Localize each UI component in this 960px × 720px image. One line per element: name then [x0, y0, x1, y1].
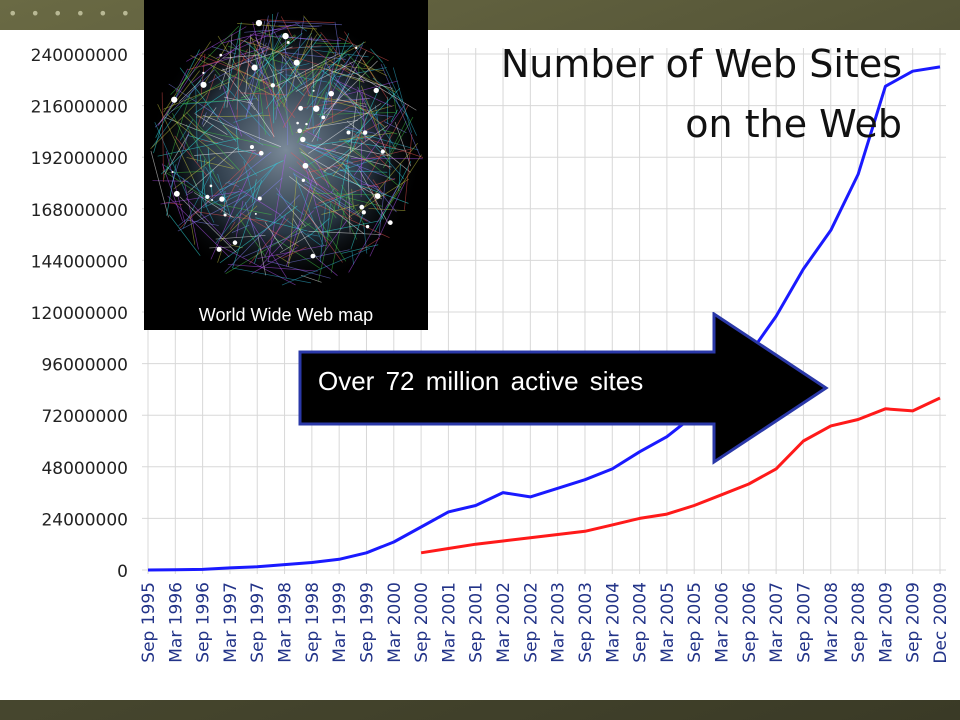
x-tick-label: Mar 1997	[221, 582, 241, 663]
x-tick-label: Sep 2004	[631, 582, 651, 663]
x-tick-label: Sep 2002	[521, 582, 541, 663]
x-tick-label: Sep 2000	[412, 582, 432, 663]
x-tick-label: Mar 2003	[549, 582, 569, 663]
y-tick-label: 192000000	[31, 149, 128, 169]
network-nodes	[171, 19, 393, 259]
chart-title-line-1: Number of Web Sites	[500, 42, 902, 86]
network-strands	[150, 12, 424, 286]
y-tick-label: 240000000	[31, 46, 128, 66]
x-tick-label: Mar 2000	[385, 582, 405, 663]
x-tick-label: Sep 1995	[139, 582, 159, 663]
x-tick-label: Mar 2006	[713, 582, 733, 663]
x-tick-label: Sep 2001	[467, 582, 487, 663]
chart-title-line-2: on the Web	[685, 102, 902, 146]
y-tick-label: 216000000	[31, 98, 128, 118]
x-tick-label: Mar 2009	[876, 582, 896, 663]
x-tick-label: Mar 2008	[822, 582, 842, 663]
decorative-dots-icon: • • • • • • •	[8, 4, 157, 23]
x-tick-label: Mar 1998	[276, 582, 296, 663]
y-tick-label: 24000000	[41, 510, 128, 530]
x-tick-label: Sep 2005	[685, 582, 705, 663]
x-tick-label: Sep 2006	[740, 582, 760, 663]
x-tick-label: Sep 1996	[194, 582, 214, 663]
series-line-active-sites	[420, 396, 941, 555]
x-tick-label: Mar 2002	[494, 582, 514, 663]
line-chart: 0 24000000 48000000 72000000 96000000 1200000…	[31, 46, 951, 664]
x-tick-label: Mar 2004	[603, 582, 623, 663]
network-graph-image-icon	[148, 12, 424, 288]
x-tick-label: Dec 2009	[931, 582, 951, 664]
x-tick-label: Sep 2008	[849, 582, 869, 663]
web-map-image: World Wide Web map	[144, 0, 428, 330]
y-tick-label: 168000000	[31, 201, 128, 221]
x-tick-label: Sep 2007	[794, 582, 814, 663]
x-tick-label: Mar 2005	[658, 582, 678, 663]
x-tick-label: Sep 1997	[248, 582, 268, 663]
arrow-shape	[298, 312, 829, 465]
x-tick-label: Mar 2007	[767, 582, 787, 663]
x-tick-label: Sep 1999	[357, 582, 377, 663]
y-tick-label: 120000000	[31, 304, 128, 324]
x-tick-label: Sep 2009	[904, 582, 924, 663]
network-glow	[148, 12, 424, 288]
y-tick-label: 0	[117, 562, 128, 582]
x-tick-label: Mar 1996	[166, 582, 186, 663]
x-tick-label: Mar 2001	[439, 582, 459, 663]
image-caption: World Wide Web map	[198, 305, 374, 325]
callout-text: Over 72 million active sites	[318, 366, 644, 396]
callout-arrow-icon	[298, 312, 829, 465]
x-tick-label: Sep 1998	[303, 582, 323, 663]
x-tick-label: Sep 2003	[576, 582, 596, 663]
y-tick-label: 48000000	[41, 459, 128, 479]
y-tick-label: 144000000	[31, 252, 128, 272]
series-line-total-sites	[147, 65, 941, 572]
x-tick-label: Mar 1999	[330, 582, 350, 663]
y-tick-label: 96000000	[41, 356, 128, 376]
y-tick-label: 72000000	[41, 407, 128, 427]
